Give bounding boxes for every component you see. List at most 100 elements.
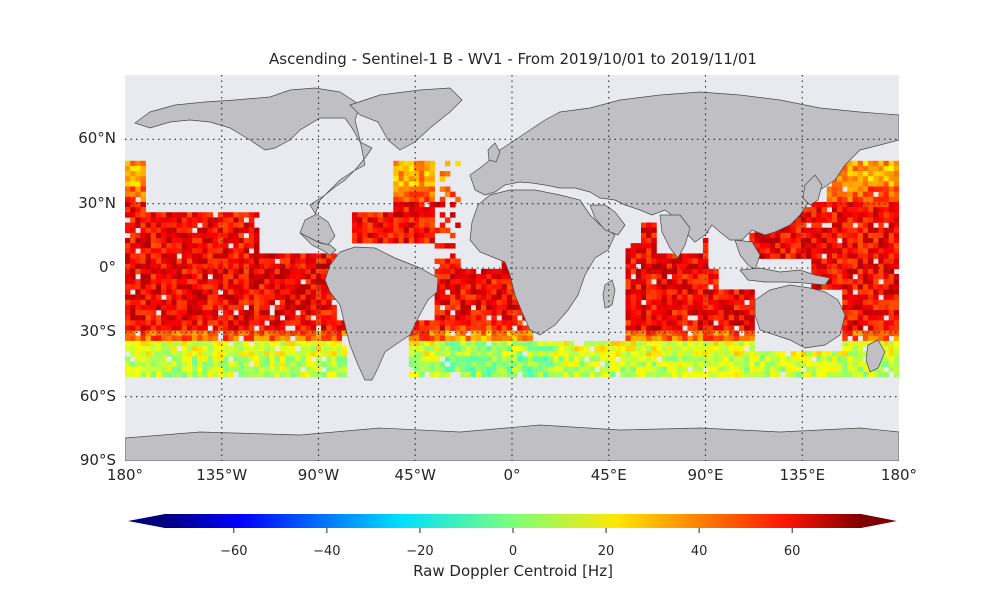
data-cell (238, 274, 244, 280)
data-cell (279, 274, 286, 280)
data-cell (439, 284, 446, 290)
data-cell (434, 304, 441, 311)
data-cell (424, 186, 430, 192)
data-cell (517, 325, 523, 331)
data-cell (259, 340, 265, 347)
data-cell (248, 212, 255, 218)
data-cell (336, 320, 343, 326)
data-cell (878, 299, 884, 306)
data-cell (831, 248, 838, 254)
data-cell (362, 232, 368, 239)
data-cell (202, 340, 208, 347)
data-cell (579, 351, 585, 357)
data-cell (336, 335, 343, 342)
data-cell (135, 284, 141, 290)
data-cell (646, 253, 652, 259)
data-cell (656, 330, 662, 337)
data-cell (739, 289, 745, 295)
data-cell (501, 274, 508, 280)
data-cell (352, 217, 358, 223)
data-cell (847, 346, 853, 352)
data-cell (243, 253, 250, 259)
data-cell (728, 304, 735, 311)
data-cell (217, 232, 224, 239)
data-cell (620, 340, 626, 347)
data-cell (140, 186, 146, 192)
data-cell (254, 212, 260, 218)
data-cell (192, 340, 198, 347)
data-cell (419, 371, 425, 378)
data-cell (671, 253, 678, 259)
data-cell (733, 310, 740, 316)
data-cell (254, 289, 260, 295)
data-cell (207, 346, 214, 352)
data-cell (295, 289, 301, 295)
data-cell (739, 356, 745, 362)
data-cell (697, 289, 704, 295)
data-cell (197, 237, 203, 244)
data-cell (202, 263, 208, 270)
data-cell (403, 207, 410, 213)
data-cell (130, 171, 136, 177)
data-cell (661, 253, 668, 259)
data-cell (233, 289, 239, 295)
data-cell (826, 212, 833, 218)
data-cell (852, 181, 859, 187)
data-cell (708, 346, 714, 352)
data-cell (429, 330, 435, 337)
data-cell (465, 268, 472, 275)
data-cell (646, 335, 652, 342)
data-cell (264, 304, 270, 311)
data-cell (321, 361, 327, 367)
data-cell (300, 340, 306, 347)
data-cell (434, 351, 441, 357)
data-cell (233, 258, 239, 265)
data-cell (264, 351, 270, 357)
data-cell (641, 330, 647, 337)
data-cell (713, 330, 719, 337)
data-cell (749, 366, 755, 373)
data-cell (331, 356, 337, 362)
data-cell (243, 274, 250, 280)
data-cell (847, 237, 853, 244)
data-cell (403, 160, 410, 167)
data-cell (847, 356, 853, 362)
data-cell (300, 346, 306, 352)
data-cell (826, 361, 833, 367)
lon-tick-label: 180° (106, 466, 144, 484)
data-cell (666, 289, 673, 295)
data-cell (868, 171, 874, 177)
data-cell (862, 299, 869, 306)
data-cell (630, 263, 637, 270)
data-cell (238, 243, 244, 249)
lat-tick-label: 0° (98, 258, 116, 276)
data-cell (155, 361, 162, 367)
data-cell (702, 263, 709, 270)
data-cell (723, 310, 730, 316)
data-cell (501, 361, 508, 367)
data-cell (310, 330, 317, 337)
data-cell (424, 227, 430, 234)
data-cell (248, 325, 255, 331)
data-cell (269, 315, 275, 321)
data-cell (842, 340, 848, 347)
data-cell (233, 268, 239, 275)
data-cell (579, 346, 585, 352)
data-cell (254, 340, 260, 347)
data-cell (233, 212, 239, 218)
data-cell (254, 310, 260, 316)
data-cell (383, 232, 389, 239)
data-cell (326, 304, 332, 311)
data-cell (687, 310, 693, 316)
data-cell (775, 351, 781, 357)
data-cell (166, 284, 172, 290)
data-cell (878, 258, 884, 265)
data-cell (197, 335, 203, 342)
data-cell (279, 340, 286, 347)
data-cell (413, 320, 420, 326)
data-cell (656, 274, 662, 280)
data-cell (135, 207, 141, 213)
data-cell (496, 361, 502, 367)
data-cell (537, 361, 544, 367)
data-cell (413, 356, 420, 362)
